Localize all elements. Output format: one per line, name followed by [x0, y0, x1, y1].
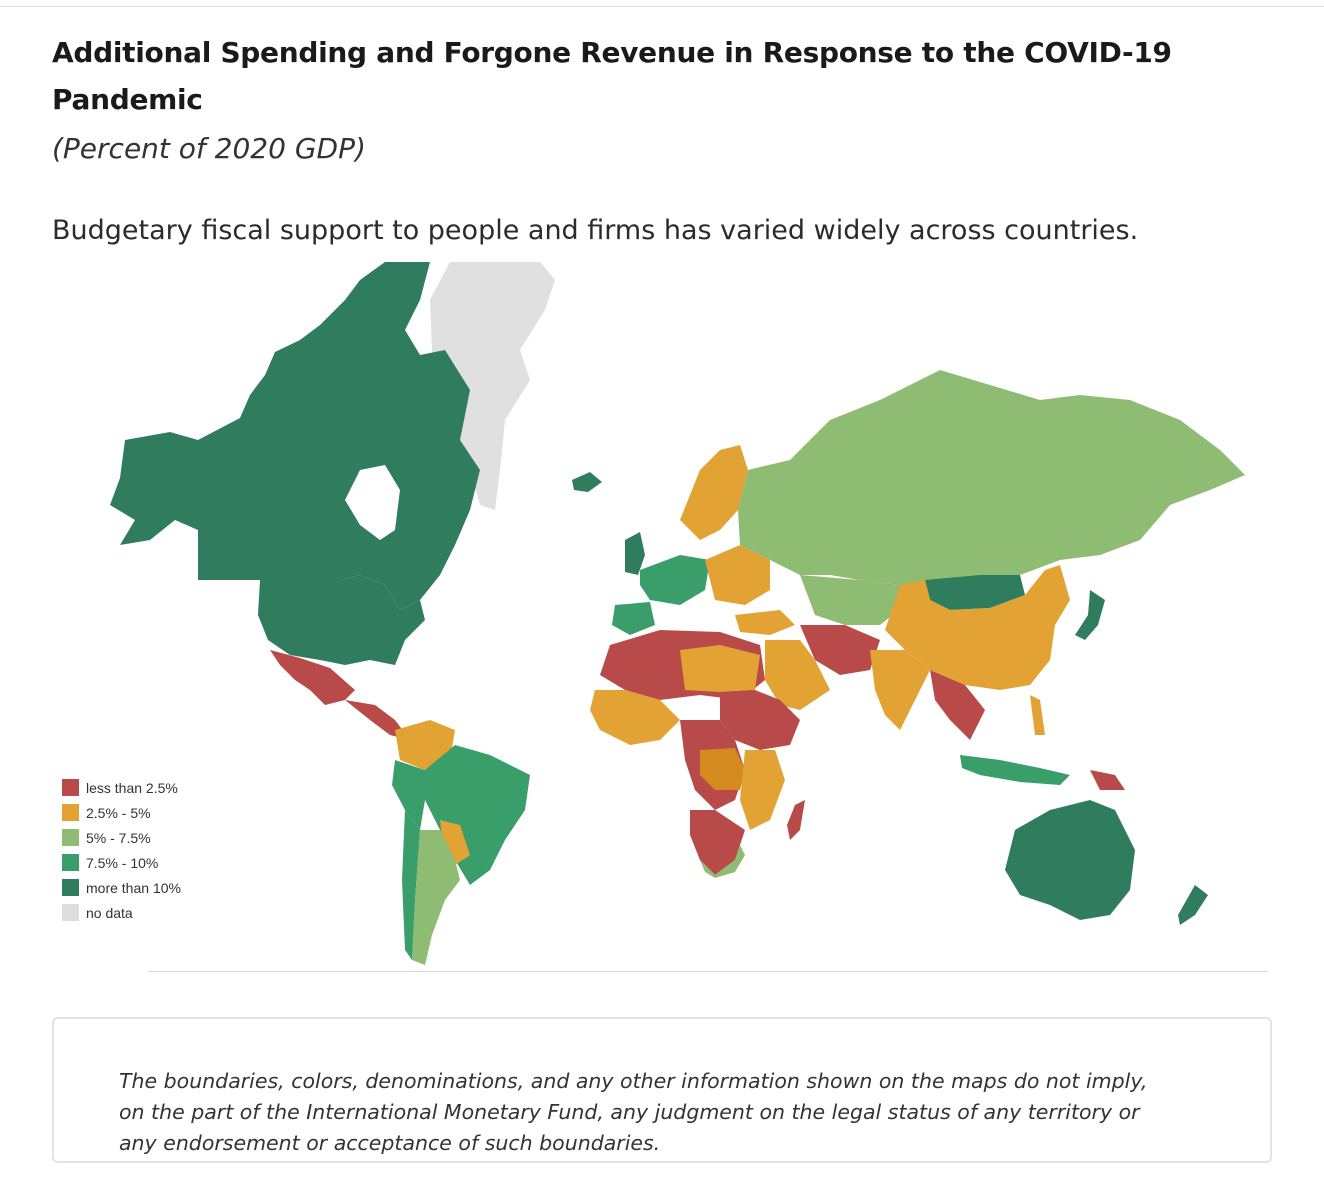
- world-map: [52, 250, 1282, 980]
- legend-label: 5% - 7.5%: [86, 829, 151, 846]
- papua-new-guinea[interactable]: [1090, 770, 1125, 790]
- iceland[interactable]: [572, 472, 602, 492]
- dr-congo[interactable]: [700, 748, 745, 790]
- legend-swatch: [62, 804, 79, 821]
- legend-label: no data: [86, 904, 133, 921]
- alaska[interactable]: [110, 432, 198, 545]
- central-asia[interactable]: [800, 575, 905, 625]
- map-baseline: [148, 971, 1268, 972]
- turkey[interactable]: [735, 610, 795, 635]
- southern-africa[interactable]: [690, 810, 745, 875]
- top-divider: [0, 6, 1324, 7]
- peru[interactable]: [392, 760, 425, 830]
- legend-swatch: [62, 879, 79, 896]
- page-title: Additional Spending and Forgone Revenue …: [52, 35, 1172, 116]
- greenland[interactable]: [430, 262, 555, 510]
- southeast-asia[interactable]: [930, 670, 985, 740]
- legend-swatch: [62, 779, 79, 796]
- arabia[interactable]: [765, 640, 830, 710]
- united-states[interactable]: [258, 575, 425, 665]
- legend-item-less-than-2-5: less than 2.5%: [62, 775, 181, 800]
- map-legend: less than 2.5% 2.5% - 5% 5% - 7.5% 7.5% …: [62, 775, 181, 925]
- scandinavia[interactable]: [680, 445, 748, 540]
- western-europe[interactable]: [640, 555, 710, 605]
- legend-item-no-data: no data: [62, 900, 181, 925]
- new-zealand[interactable]: [1178, 885, 1208, 925]
- australia[interactable]: [1005, 800, 1135, 920]
- argentina[interactable]: [412, 830, 460, 965]
- lede-text: Budgetary fiscal support to people and f…: [52, 215, 1139, 246]
- disclaimer-text: The boundaries, colors, denominations, a…: [119, 1068, 1148, 1155]
- legend-item-2-5-to-5: 2.5% - 5%: [62, 800, 181, 825]
- bolivia-paraguay[interactable]: [440, 820, 470, 865]
- legend-label: 2.5% - 5%: [86, 804, 151, 821]
- legend-swatch: [62, 854, 79, 871]
- indonesia[interactable]: [960, 755, 1070, 785]
- disclaimer-box: The boundaries, colors, denominations, a…: [52, 1017, 1272, 1163]
- philippines[interactable]: [1030, 695, 1045, 735]
- mexico[interactable]: [270, 650, 355, 705]
- legend-swatch: [62, 904, 79, 921]
- legend-swatch: [62, 829, 79, 846]
- china[interactable]: [885, 565, 1070, 690]
- hudson-bay: [345, 465, 400, 540]
- sudan-ethiopia[interactable]: [720, 690, 800, 750]
- canada[interactable]: [198, 262, 480, 610]
- iran-pakistan[interactable]: [800, 625, 880, 675]
- chile[interactable]: [402, 810, 420, 960]
- world-map-svg: [110, 262, 1245, 965]
- libya-egypt[interactable]: [680, 645, 760, 692]
- iberia[interactable]: [612, 602, 655, 635]
- east-africa[interactable]: [740, 750, 785, 830]
- uk-ireland[interactable]: [625, 532, 645, 575]
- legend-item-more-than-10: more than 10%: [62, 875, 181, 900]
- japan[interactable]: [1075, 590, 1105, 640]
- legend-label: more than 10%: [86, 879, 181, 896]
- west-africa[interactable]: [590, 690, 680, 745]
- south-africa[interactable]: [700, 845, 745, 878]
- mongolia[interactable]: [925, 575, 1025, 610]
- legend-item-5-to-7-5: 5% - 7.5%: [62, 825, 181, 850]
- russia[interactable]: [738, 370, 1245, 585]
- madagascar[interactable]: [787, 800, 805, 840]
- legend-item-7-5-to-10: 7.5% - 10%: [62, 850, 181, 875]
- legend-label: less than 2.5%: [86, 779, 178, 796]
- eastern-europe[interactable]: [705, 545, 770, 605]
- page-subtitle: (Percent of 2020 GDP): [52, 132, 366, 166]
- india[interactable]: [870, 650, 930, 730]
- central-america[interactable]: [345, 700, 410, 740]
- legend-label: 7.5% - 10%: [86, 854, 159, 871]
